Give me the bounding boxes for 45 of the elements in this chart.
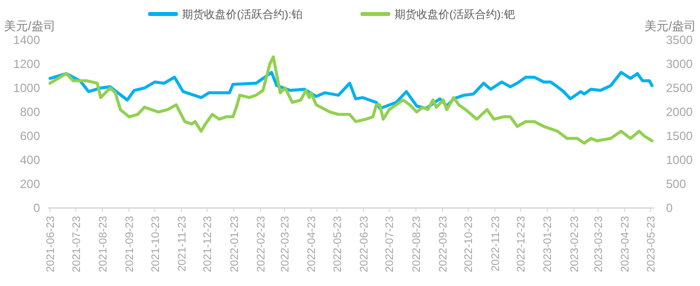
x-tick-label: 2022-06-23 <box>358 216 370 272</box>
line-series <box>48 55 654 145</box>
x-tick-label: 2021-11-23 <box>176 216 188 272</box>
x-tick-label: 2021-07-23 <box>70 216 83 272</box>
y-tick-label: 0 <box>33 201 40 215</box>
y2-tick-label: 1500 <box>666 129 694 143</box>
x-tick-label: 2023-01-23 <box>542 216 554 272</box>
y2-tick-label: 3500 <box>666 33 694 47</box>
x-tick-label: 2022-11-23 <box>490 216 502 272</box>
x-tick-label: 2022-10-23 <box>463 216 476 272</box>
x-tick-label: 2022-09-23 <box>437 216 450 272</box>
y-tick-label: 800 <box>20 105 40 119</box>
x-tick-label: 2021-06-23 <box>45 216 57 272</box>
y-tick-label: 1000 <box>13 81 40 95</box>
x-tick-label: 2023-04-23 <box>620 216 632 272</box>
x-tick-label: 2022-02-23 <box>255 216 268 272</box>
y2-tick-label: 2500 <box>666 81 694 95</box>
x-tick-label: 2022-07-23 <box>384 216 396 272</box>
y-tick-label: 200 <box>20 177 40 191</box>
x-tick-label: 2022-12-23 <box>516 216 528 272</box>
y2-axis-title: 美元/盎司 <box>644 19 696 33</box>
x-tick-label: 2022-05-23 <box>332 216 344 272</box>
x-tick-label: 2021-09-23 <box>124 216 136 272</box>
x-tick-label: 2022-04-23 <box>306 216 318 272</box>
y2-tick-label: 500 <box>666 177 686 191</box>
y2-tick-label: 0 <box>666 201 673 215</box>
x-tick-label: 2022-08-23 <box>410 216 423 272</box>
x-tick-label: 2022-03-23 <box>279 216 292 272</box>
legend-label: 期货收盘价(活跃合约):钯 <box>394 8 515 21</box>
x-tick-label: 2021-12-23 <box>202 216 214 272</box>
y-tick-label: 1200 <box>13 57 40 71</box>
y-tick-label: 600 <box>20 129 40 143</box>
x-tick-label: 2023-03-23 <box>592 216 605 272</box>
x-tick-label: 2021-08-23 <box>97 216 110 272</box>
y-axis-title: 美元/盎司 <box>4 19 56 33</box>
legend-label: 期货收盘价(活跃合约):铂 <box>182 8 302 21</box>
y2-tick-label: 3000 <box>666 57 694 71</box>
y-tick-label: 1400 <box>13 33 40 47</box>
x-tick-label: 2021-10-23 <box>150 216 162 272</box>
y2-tick-label: 1000 <box>666 153 694 167</box>
y-tick-label: 400 <box>20 153 40 167</box>
x-tick-label: 2022-01-23 <box>228 216 241 272</box>
y2-tick-label: 2000 <box>666 105 694 119</box>
x-tick-label: 2023-02-23 <box>568 216 581 272</box>
x-tick-label: 2023-05-23 <box>645 216 658 272</box>
